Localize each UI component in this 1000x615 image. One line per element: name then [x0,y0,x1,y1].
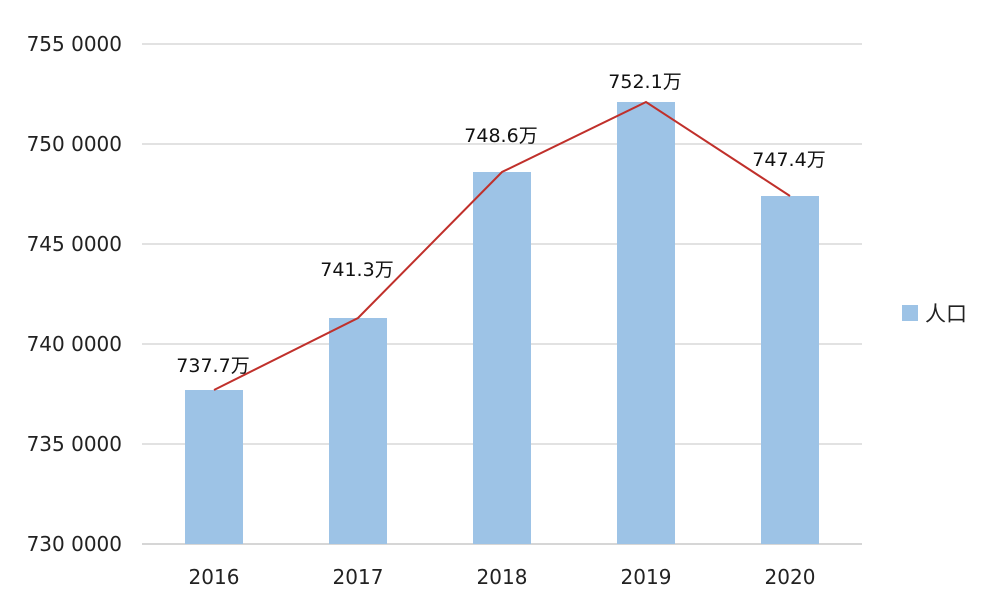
x-tick-label: 2019 [621,565,672,589]
trend-line-group [213,100,791,391]
data-label: 747.4万 [752,149,825,171]
x-axis: 2016 2017 2018 2019 2020 [189,565,816,589]
y-tick-label: 745 0000 [27,232,122,256]
y-tick-label: 730 0000 [27,532,122,556]
bar [185,390,243,544]
y-tick-label: 755 0000 [27,32,122,56]
legend: 人口 [902,302,967,326]
bar [761,196,819,544]
trend-line [213,100,791,391]
x-tick-label: 2020 [765,565,816,589]
data-labels: 737.7万 741.3万 748.6万 752.1万 747.4万 [176,71,825,377]
bar [617,102,675,544]
bar [473,172,531,544]
y-tick-label: 735 0000 [27,432,122,456]
legend-label: 人口 [925,302,967,326]
x-tick-label: 2016 [189,565,240,589]
bar [329,318,387,544]
data-label: 741.3万 [320,259,393,281]
data-label: 748.6万 [464,125,537,147]
y-tick-label: 740 0000 [27,332,122,356]
data-label: 752.1万 [608,71,681,93]
y-axis: 730 0000 735 0000 740 0000 745 0000 750 0000… [27,32,122,556]
x-tick-label: 2018 [477,565,528,589]
legend-swatch [902,305,918,321]
y-tick-label: 750 0000 [27,132,122,156]
data-label: 737.7万 [176,355,249,377]
x-tick-label: 2017 [333,565,384,589]
bars [185,102,819,544]
